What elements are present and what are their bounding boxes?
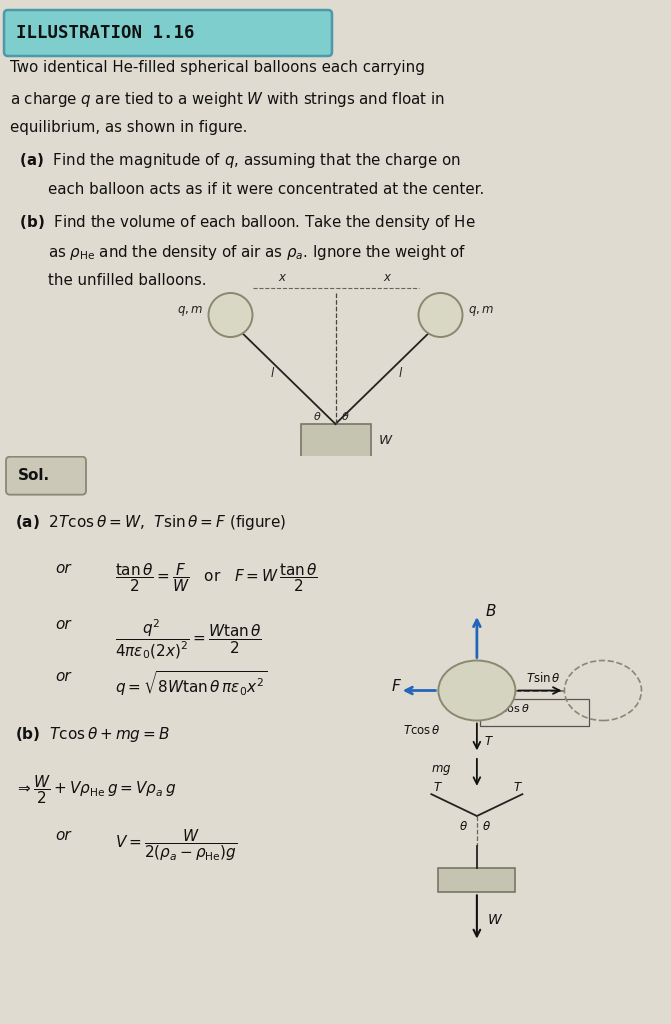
Text: as $\rho_{\rm He}$ and the density of air as $\rho_a$. Ignore the weight of: as $\rho_{\rm He}$ and the density of ai… <box>48 243 466 262</box>
Text: $\mathbf{(b)}$  $T\cos\theta + mg = B$: $\mathbf{(b)}$ $T\cos\theta + mg = B$ <box>15 725 170 744</box>
Text: $T$: $T$ <box>513 781 523 795</box>
Text: $T$: $T$ <box>433 781 444 795</box>
Text: $F$: $F$ <box>391 678 403 694</box>
Text: or: or <box>55 617 70 632</box>
Text: Two identical He-filled spherical balloons each carrying: Two identical He-filled spherical balloo… <box>10 60 425 75</box>
Text: $x$: $x$ <box>383 271 393 284</box>
Text: $l$: $l$ <box>270 366 275 380</box>
Text: $\mathbf{(a)}$  $2T\cos\theta = W$,  $T\sin\theta = F$ (figure): $\mathbf{(a)}$ $2T\cos\theta = W$, $T\si… <box>15 513 287 531</box>
Text: or: or <box>55 670 70 684</box>
Bar <box>480 698 589 726</box>
Text: $\mathbf{(a)}$  Find the magnitude of $q$, assuming that the charge on: $\mathbf{(a)}$ Find the magnitude of $q$… <box>10 152 461 171</box>
Circle shape <box>438 660 515 721</box>
Text: $\dfrac{\tan\theta}{2} = \dfrac{F}{W}$   or   $F = W\,\dfrac{\tan\theta}{2}$: $\dfrac{\tan\theta}{2} = \dfrac{F}{W}$ o… <box>115 561 318 594</box>
Text: $\theta$: $\theta$ <box>482 819 491 833</box>
Text: $T\cos\theta$: $T\cos\theta$ <box>403 724 441 737</box>
Text: $2T\cos\theta$: $2T\cos\theta$ <box>487 702 530 715</box>
Text: the unfilled balloons.: the unfilled balloons. <box>48 273 207 288</box>
Text: $\theta$: $\theta$ <box>460 819 468 833</box>
Text: $B$: $B$ <box>485 603 497 620</box>
Text: $q = \sqrt{8W\tan\theta\,\pi\varepsilon_0 x^2}$: $q = \sqrt{8W\tan\theta\,\pi\varepsilon_… <box>115 670 267 697</box>
Text: $q, m$: $q, m$ <box>177 304 203 318</box>
Text: $W$: $W$ <box>378 434 394 447</box>
Text: or: or <box>55 561 70 577</box>
Text: $W$: $W$ <box>486 912 503 927</box>
Text: $mg$: $mg$ <box>431 763 452 777</box>
Text: $\mathbf{(b)}$  Find the volume of each balloon. Take the density of He: $\mathbf{(b)}$ Find the volume of each b… <box>10 213 476 232</box>
Text: $\dfrac{q^2}{4\pi\varepsilon_0(2x)^2} = \dfrac{W\tan\theta}{2}$: $\dfrac{q^2}{4\pi\varepsilon_0(2x)^2} = … <box>115 617 262 660</box>
Text: $q, m$: $q, m$ <box>468 304 494 318</box>
Circle shape <box>209 293 252 337</box>
FancyBboxPatch shape <box>6 457 86 495</box>
Text: $\theta$: $\theta$ <box>341 410 350 422</box>
Text: $T\sin\theta$: $T\sin\theta$ <box>526 672 561 685</box>
Text: $x$: $x$ <box>278 271 288 284</box>
Text: each balloon acts as if it were concentrated at the center.: each balloon acts as if it were concentr… <box>48 181 484 197</box>
Text: $T$: $T$ <box>484 735 494 749</box>
Text: a charge $q$ are tied to a weight $W$ with strings and float in: a charge $q$ are tied to a weight $W$ wi… <box>10 90 445 109</box>
Text: ILLUSTRATION 1.16: ILLUSTRATION 1.16 <box>16 24 195 42</box>
Text: $\Rightarrow \dfrac{W}{2} + V\rho_{\rm He}\,g = V\rho_a\,g$: $\Rightarrow \dfrac{W}{2} + V\rho_{\rm H… <box>15 774 176 807</box>
FancyBboxPatch shape <box>4 10 332 56</box>
Bar <box>438 867 515 892</box>
Text: $l$: $l$ <box>398 366 403 380</box>
Text: or: or <box>55 827 70 843</box>
Text: $\theta$: $\theta$ <box>313 410 322 422</box>
Text: equilibrium, as shown in figure.: equilibrium, as shown in figure. <box>10 120 248 135</box>
Circle shape <box>419 293 462 337</box>
Text: $V = \dfrac{W}{2(\rho_a - \rho_{\rm He})g}$: $V = \dfrac{W}{2(\rho_a - \rho_{\rm He})… <box>115 827 238 863</box>
Bar <box>301 424 370 457</box>
Text: Sol.: Sol. <box>18 468 50 483</box>
